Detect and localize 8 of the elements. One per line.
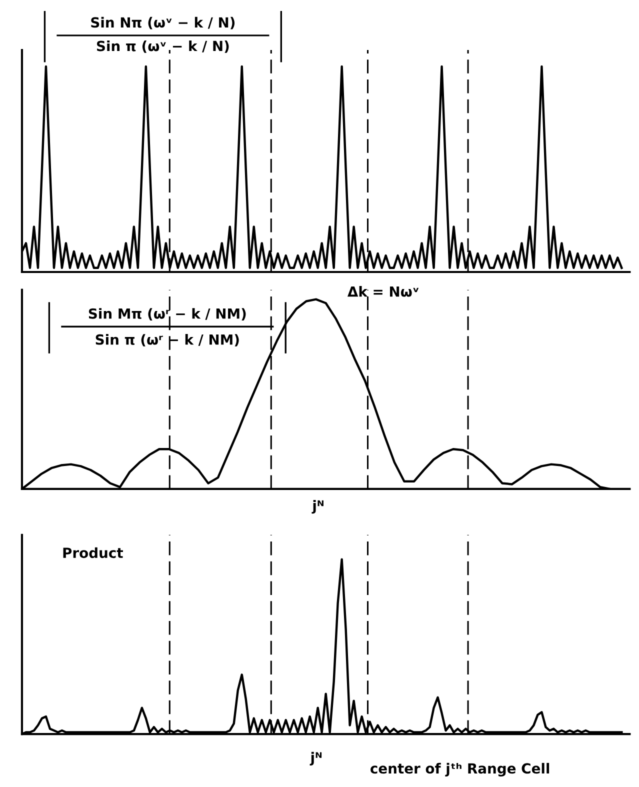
text: jᴺ: [312, 500, 324, 514]
annotation: Sin Mπ (ωʳ − k / NM): [88, 308, 246, 320]
text: Product: [63, 547, 123, 558]
text: Sin Nπ (ωᵛ − k / N): [91, 16, 235, 30]
text: center of jᵗʰ Range Cell: [370, 762, 550, 776]
text: jᴺ: [310, 752, 322, 766]
text: Δk = Nωᵛ: [347, 286, 419, 297]
text: Sin π (ωᵛ − k / N): [96, 40, 229, 53]
